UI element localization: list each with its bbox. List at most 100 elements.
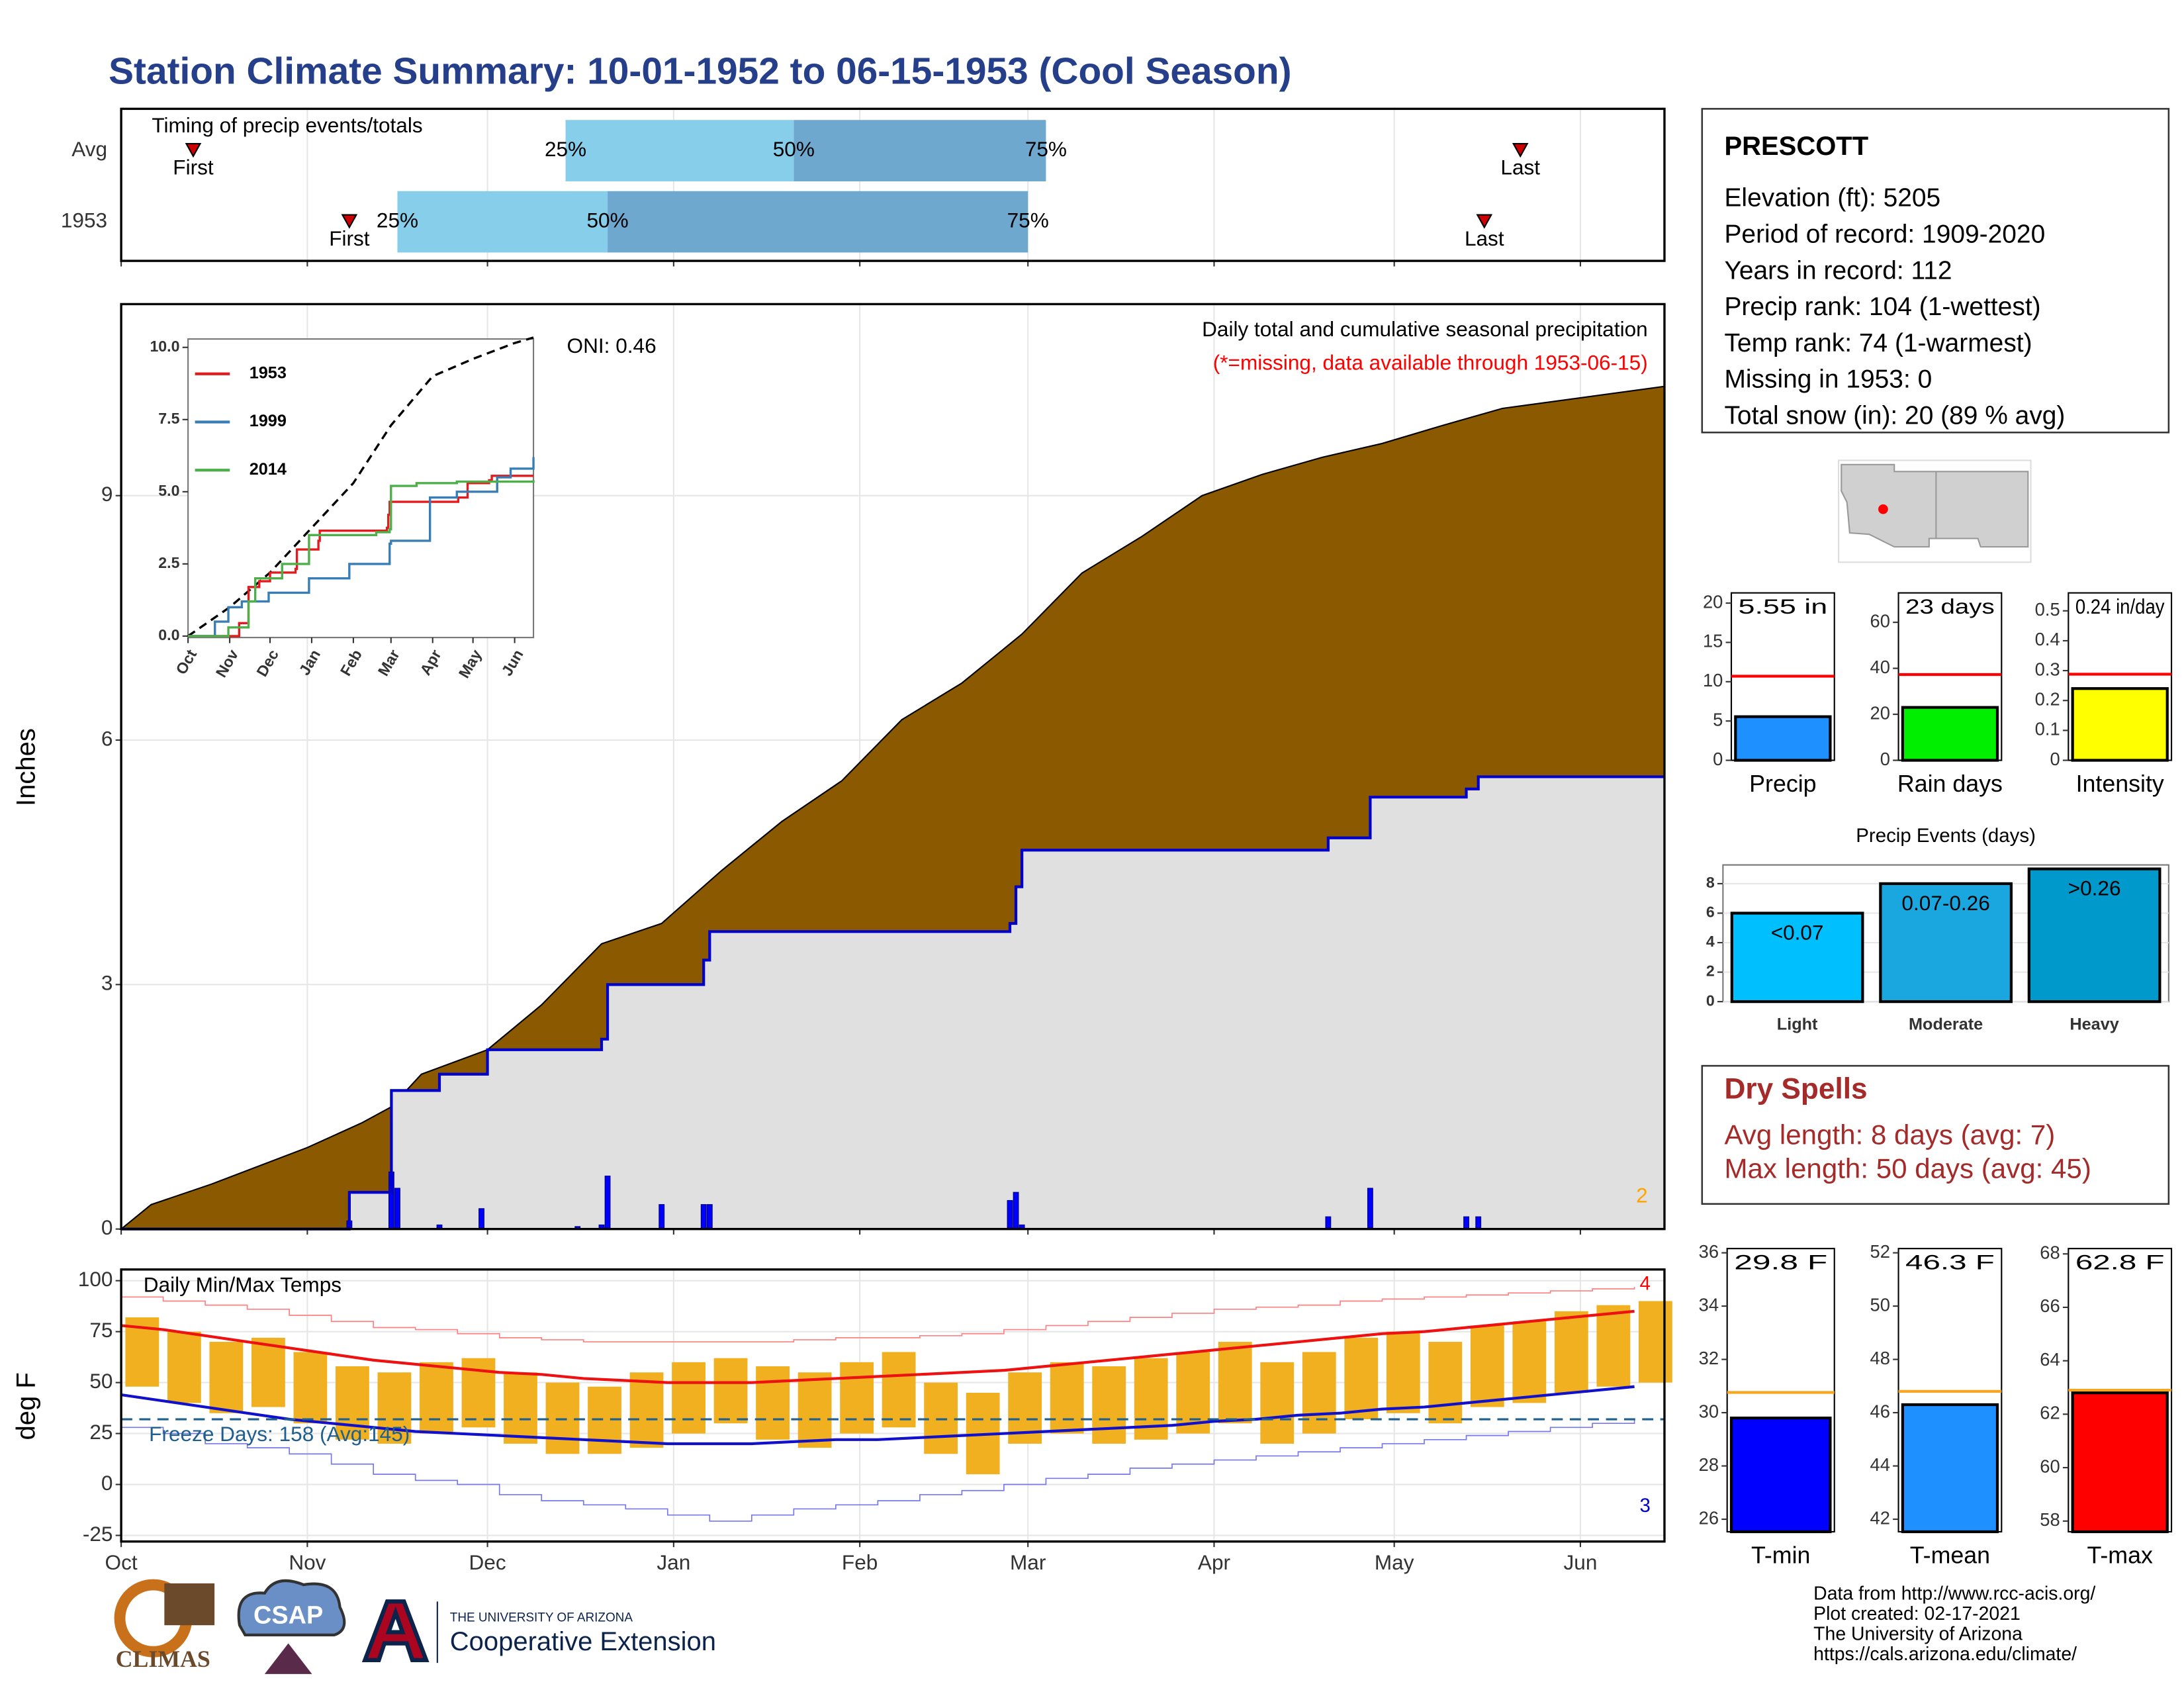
credit-line: The University of Arizona [1813, 1623, 2023, 1644]
value-label: 62.8 F [2075, 1250, 2165, 1274]
y-tick-label: 42 [1870, 1507, 1890, 1528]
bar-title: Precip Events (days) [1856, 825, 2036, 847]
y-tick-label: 5 [1713, 709, 1723, 729]
x-tick-label: Apr [1198, 1550, 1230, 1574]
x-tick-label: Feb [842, 1550, 878, 1574]
logo-csap-mountain [264, 1643, 312, 1674]
panel-frame [120, 1268, 1666, 1543]
y-tick-label: 7.5 [158, 410, 179, 427]
station-line: Missing in 1953: 0 [1724, 365, 1932, 394]
y-tick-label: 25 [89, 1420, 113, 1444]
quartile-label: 75% [1007, 208, 1049, 232]
y-tick-label: 2 [1706, 962, 1715, 980]
y-tick-label: 60 [2040, 1456, 2060, 1476]
y-tick-label: 20 [1870, 702, 1890, 723]
station-dot [1878, 504, 1888, 514]
quartile-bar [794, 120, 1046, 181]
record-max-line [121, 1286, 1635, 1342]
temp-bar [1386, 1331, 1420, 1413]
bar-label: >0.26 [2068, 876, 2121, 900]
y-tick-label: 0.2 [2035, 688, 2060, 709]
quartile-bar [608, 191, 1028, 253]
bar [2071, 687, 2169, 762]
panel-frame [120, 303, 1666, 1231]
category-label: Intensity [2076, 771, 2164, 797]
value-label: 29.8 F [1734, 1250, 1827, 1274]
y-tick-label: 60 [1870, 610, 1890, 631]
x-tick-label: Nov [289, 1550, 326, 1574]
daily-bar [1367, 1188, 1373, 1230]
x-tick-label: Jan [657, 1550, 690, 1574]
avg-max-line [120, 1309, 1635, 1384]
y-tick-label: 5.0 [158, 482, 179, 499]
category-label: Precip [1749, 771, 1816, 797]
temp-bar [1218, 1342, 1252, 1424]
event-label: First [329, 226, 370, 250]
y-tick-label: 0 [101, 1215, 113, 1239]
station-line: Period of record: 1909-2020 [1724, 220, 2045, 248]
quartile-label: 50% [773, 137, 815, 161]
cumulative-line [121, 775, 1664, 1231]
row-label: 1953 [61, 208, 107, 232]
y-tick-label: 66 [2040, 1295, 2060, 1316]
station-line: Temp rank: 74 (1-warmest) [1724, 329, 2032, 357]
temp-bar [1302, 1352, 1336, 1434]
station-line: Years in record: 112 [1724, 256, 1952, 285]
daily-bar [1013, 1192, 1019, 1230]
y-tick-label: 6 [1706, 904, 1715, 921]
category-label: T-min [1751, 1542, 1810, 1568]
temp-bar [1512, 1321, 1547, 1403]
temp-bar [1554, 1311, 1588, 1393]
y-tick-label: 15 [1703, 631, 1723, 651]
temp-bar [672, 1362, 705, 1434]
timeline-title: Timing of precip events/totals [152, 113, 422, 137]
credit-line: https://cals.arizona.edu/climate/ [1813, 1644, 2077, 1665]
event-marker [1512, 143, 1529, 158]
category-label: Moderate [1909, 1015, 1983, 1034]
y-tick-label: 50 [89, 1369, 113, 1393]
temp-bar [1638, 1301, 1672, 1383]
value-label: 0.24 in/day [2075, 594, 2165, 618]
annotation: Daily total and cumulative seasonal prec… [1202, 317, 1648, 341]
record-min-line [121, 1419, 1635, 1522]
row-label: Avg [71, 137, 107, 161]
y-tick-label: 48 [1870, 1348, 1890, 1368]
station-line: Elevation (ft): 5205 [1724, 184, 1940, 212]
daily-bar [706, 1204, 713, 1230]
annotation: 3 [1640, 1495, 1651, 1517]
dry-spells-title: Dry Spells [1724, 1073, 1867, 1105]
y-tick-label: 0.5 [2035, 599, 2060, 620]
station-line: Total snow (in): 20 (89 % avg) [1724, 401, 2065, 430]
y-tick-label: 0 [2050, 749, 2060, 769]
quartile-label: 25% [545, 137, 586, 161]
temp-bar [713, 1358, 748, 1424]
bar [2027, 867, 2161, 1004]
temp-bar [167, 1331, 201, 1403]
temp-bar [1050, 1362, 1084, 1434]
daily-bar [659, 1204, 665, 1230]
credit-line: Data from http://www.rcc-acis.org/ [1813, 1583, 2095, 1604]
daily-bar [1325, 1216, 1332, 1230]
bar [1734, 715, 1832, 762]
temp-bar [1092, 1366, 1126, 1444]
logo-csap-text: CSAP [253, 1602, 323, 1630]
dry-spell-line: Avg length: 8 days (avg: 7) [1724, 1119, 2055, 1150]
y-tick-label: 0.3 [2035, 659, 2060, 679]
temp-bar [209, 1342, 244, 1413]
logos: CLIMAS CSAP THE UNIVERSITY OF ARIZONA Co… [114, 1579, 716, 1674]
y-tick-label: 32 [1699, 1348, 1719, 1368]
temp-bar [420, 1362, 453, 1434]
category-label: Rain days [1897, 771, 2003, 797]
y-tick-label: 46 [1870, 1401, 1890, 1421]
temp-title: Daily Min/Max Temps [144, 1272, 341, 1296]
event-label: Last [1500, 155, 1540, 179]
daily-bar [700, 1204, 707, 1230]
y-tick-label: 50 [1870, 1294, 1890, 1315]
y-tick-label: 62 [2040, 1403, 2060, 1423]
map [1838, 459, 2032, 563]
avg-min-line [120, 1385, 1635, 1446]
daily-bar [394, 1188, 400, 1230]
daily-bar [1475, 1216, 1482, 1230]
y-tick-label: -25 [83, 1522, 113, 1546]
panel-frame [120, 107, 1666, 262]
